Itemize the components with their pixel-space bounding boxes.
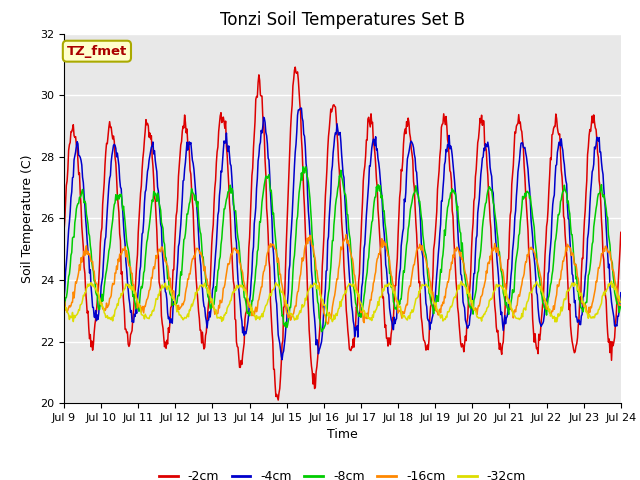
-8cm [445, 202, 452, 208]
-16cm [390, 283, 397, 288]
-8cm [317, 329, 325, 335]
-32cm [566, 284, 574, 290]
Y-axis label: Soil Temperature (C): Soil Temperature (C) [22, 154, 35, 283]
-4cm [206, 314, 214, 320]
-4cm [390, 327, 397, 333]
-4cm [335, 132, 343, 137]
-8cm [60, 300, 68, 306]
-32cm [334, 309, 342, 314]
-32cm [388, 282, 396, 288]
-2cm [206, 281, 214, 287]
-4cm [617, 290, 625, 296]
Legend: -2cm, -4cm, -8cm, -16cm, -32cm: -2cm, -4cm, -8cm, -16cm, -32cm [154, 465, 531, 480]
-32cm [617, 300, 625, 305]
-16cm [206, 291, 214, 297]
-16cm [335, 266, 342, 272]
Text: TZ_fmet: TZ_fmet [67, 45, 127, 58]
-2cm [182, 130, 190, 136]
-16cm [445, 279, 452, 285]
Line: -32cm: -32cm [64, 281, 621, 322]
-2cm [60, 228, 68, 234]
-16cm [617, 302, 625, 308]
-2cm [617, 229, 625, 235]
-16cm [60, 298, 68, 304]
-32cm [608, 278, 616, 284]
-2cm [275, 397, 282, 403]
-4cm [60, 296, 68, 302]
-8cm [206, 305, 214, 311]
-16cm [324, 321, 332, 327]
-8cm [568, 231, 575, 237]
-4cm [445, 144, 452, 150]
Title: Tonzi Soil Temperatures Set B: Tonzi Soil Temperatures Set B [220, 11, 465, 29]
-8cm [390, 299, 397, 305]
Line: -8cm: -8cm [64, 167, 621, 332]
-32cm [182, 315, 190, 321]
-8cm [617, 304, 625, 310]
-8cm [182, 222, 190, 228]
Line: -4cm: -4cm [64, 108, 621, 360]
-4cm [298, 105, 305, 111]
-32cm [443, 314, 451, 320]
-2cm [335, 168, 343, 173]
-2cm [390, 316, 397, 322]
-4cm [278, 357, 286, 362]
-32cm [206, 292, 214, 298]
-32cm [551, 319, 559, 325]
-8cm [299, 164, 307, 170]
-16cm [568, 252, 575, 258]
-2cm [445, 141, 452, 147]
Line: -16cm: -16cm [64, 235, 621, 324]
-16cm [182, 286, 190, 292]
-4cm [182, 149, 190, 155]
-4cm [568, 253, 575, 259]
-16cm [342, 232, 350, 238]
Line: -2cm: -2cm [64, 67, 621, 400]
X-axis label: Time: Time [327, 429, 358, 442]
-2cm [568, 332, 575, 337]
-2cm [291, 64, 299, 70]
-32cm [60, 305, 68, 311]
-8cm [335, 173, 343, 179]
